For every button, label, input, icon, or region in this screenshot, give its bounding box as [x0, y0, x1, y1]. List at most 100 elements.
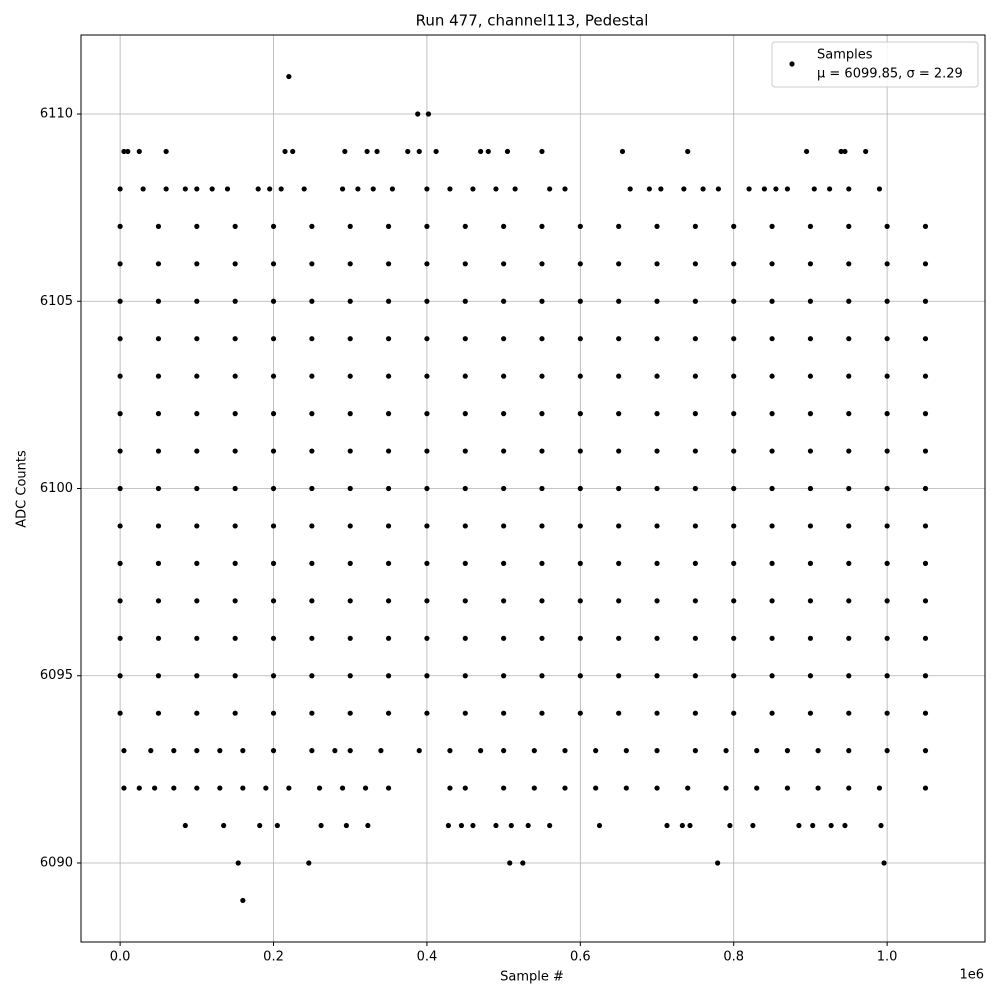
x-tick-label: 0.6 — [570, 950, 591, 965]
point — [339, 186, 346, 192]
point — [148, 748, 154, 754]
point — [445, 822, 451, 829]
point — [347, 298, 353, 304]
point — [493, 822, 499, 829]
point — [462, 485, 468, 492]
point — [810, 822, 816, 829]
point — [807, 223, 814, 229]
x-tick-label: 1.0 — [877, 950, 898, 965]
point — [692, 598, 698, 604]
point — [270, 261, 277, 267]
point — [217, 748, 223, 754]
point — [232, 673, 238, 679]
point — [700, 186, 706, 192]
point — [508, 822, 514, 829]
point — [117, 523, 123, 529]
point — [654, 373, 660, 379]
point — [270, 635, 277, 641]
point — [255, 186, 261, 192]
point — [385, 710, 392, 716]
point — [807, 298, 814, 304]
point — [385, 223, 392, 229]
point — [155, 411, 162, 417]
point — [424, 448, 430, 454]
point — [731, 261, 737, 267]
point — [593, 748, 599, 754]
point — [140, 186, 146, 192]
point — [616, 635, 622, 641]
point — [270, 223, 277, 229]
point — [470, 186, 476, 192]
point — [842, 148, 848, 155]
point — [462, 785, 468, 791]
x-tick-label: 0.2 — [263, 950, 284, 965]
point — [654, 785, 660, 791]
point — [539, 448, 545, 454]
point — [539, 261, 545, 267]
point — [769, 298, 775, 304]
point — [424, 223, 430, 229]
point — [155, 598, 162, 604]
point — [577, 485, 583, 492]
point — [547, 822, 553, 829]
point — [257, 822, 263, 829]
point — [232, 223, 238, 229]
point — [121, 148, 127, 155]
point — [194, 485, 200, 492]
point — [347, 261, 353, 267]
point — [654, 673, 660, 679]
point — [627, 186, 633, 192]
point — [646, 186, 652, 192]
point — [577, 261, 583, 267]
point — [654, 598, 660, 604]
point — [309, 485, 315, 492]
point — [922, 298, 929, 304]
point — [232, 598, 238, 604]
point — [577, 411, 583, 417]
point — [654, 635, 660, 641]
point — [577, 560, 583, 566]
point — [301, 186, 307, 192]
point — [501, 298, 507, 304]
point — [136, 148, 142, 155]
y-tick-label: 6100 — [40, 481, 73, 496]
point — [270, 411, 277, 417]
point — [504, 148, 511, 155]
point — [194, 186, 200, 192]
point — [623, 748, 629, 754]
point — [884, 411, 890, 417]
point — [692, 336, 698, 342]
point — [616, 411, 622, 417]
point — [616, 448, 622, 454]
point — [876, 785, 883, 791]
point — [577, 298, 583, 304]
point — [922, 261, 929, 267]
point — [194, 635, 200, 641]
point — [769, 336, 775, 342]
point — [577, 448, 583, 454]
point — [155, 298, 162, 304]
point — [424, 336, 430, 342]
point — [117, 298, 123, 304]
point — [155, 560, 162, 566]
point — [309, 598, 315, 604]
point — [385, 598, 392, 604]
point — [539, 485, 545, 492]
point — [462, 261, 468, 267]
point — [155, 485, 162, 492]
point — [309, 336, 315, 342]
point — [562, 748, 568, 754]
point — [347, 523, 353, 529]
point — [539, 673, 545, 679]
point — [385, 373, 392, 379]
point — [769, 710, 775, 716]
point — [807, 448, 814, 454]
point — [884, 223, 890, 229]
point — [424, 298, 430, 304]
point — [121, 785, 127, 791]
point — [501, 635, 507, 641]
point — [654, 223, 660, 229]
point — [922, 523, 929, 529]
point — [846, 411, 852, 417]
point — [616, 223, 622, 229]
